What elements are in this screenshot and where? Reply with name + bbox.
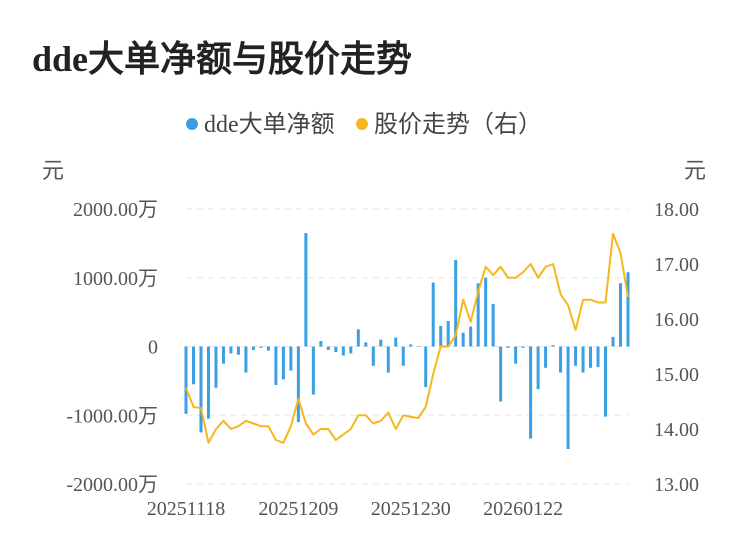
bar <box>454 259 458 347</box>
bar <box>394 337 398 347</box>
right-axis-unit: 元 <box>684 158 706 183</box>
bar <box>506 346 510 348</box>
bar <box>334 346 338 352</box>
left-tick-label: 1000.00万 <box>73 268 158 290</box>
page-title: dde大单净额与股价走势 <box>32 39 413 79</box>
bar <box>551 345 555 347</box>
bar <box>401 346 405 366</box>
left-tick-label: -1000.00万 <box>66 405 158 427</box>
bar <box>229 346 233 354</box>
bar <box>514 346 518 364</box>
left-axis-unit: 元 <box>42 158 64 183</box>
right-tick-label: 13.00 <box>654 474 699 496</box>
bar <box>304 233 308 347</box>
line-series <box>185 232 629 444</box>
bar <box>424 346 428 388</box>
bar <box>281 346 285 380</box>
left-tick-label: 2000.00万 <box>73 199 158 221</box>
bar <box>221 346 225 364</box>
bar <box>559 346 563 373</box>
legend: dde大单净额 股价走势（右） <box>186 111 542 138</box>
left-tick-label: 0 <box>148 337 158 359</box>
bar <box>439 325 443 347</box>
bar <box>619 283 623 347</box>
bar <box>574 346 578 366</box>
bar <box>566 346 570 449</box>
left-tick-label: -2000.00万 <box>66 474 158 496</box>
bar <box>461 332 465 347</box>
price-line <box>185 232 629 444</box>
bar <box>371 346 375 366</box>
bar <box>604 346 608 417</box>
bar <box>259 346 263 348</box>
bar <box>476 283 480 347</box>
legend-marker-bar <box>186 118 198 130</box>
bar <box>356 329 360 347</box>
x-tick-label: 20260122 <box>483 498 563 520</box>
bar <box>379 339 383 347</box>
right-tick-label: 17.00 <box>654 254 699 276</box>
bar <box>544 346 548 368</box>
bar <box>386 346 390 373</box>
bar <box>311 346 315 395</box>
bar <box>589 346 593 368</box>
legend-marker-line <box>356 118 368 130</box>
bar <box>251 346 255 350</box>
bar <box>409 344 413 347</box>
bar <box>446 321 450 347</box>
bar <box>491 303 495 347</box>
bar <box>289 346 293 371</box>
right-axis: 18.00 17.00 16.00 15.00 14.00 13.00 <box>654 199 699 496</box>
right-tick-label: 16.00 <box>654 309 699 331</box>
bar <box>319 341 323 347</box>
bar <box>214 346 218 388</box>
bar <box>484 277 488 347</box>
legend-label-line: 股价走势（右） <box>374 111 542 138</box>
x-axis: 20251118 20251209 20251230 20260122 <box>147 498 563 520</box>
bar <box>326 346 330 350</box>
bar <box>416 346 420 347</box>
x-tick-label: 20251118 <box>147 498 226 520</box>
bar <box>266 346 270 351</box>
bar <box>499 346 503 402</box>
bar <box>596 346 600 368</box>
bar <box>469 326 473 347</box>
bar-series <box>184 233 630 449</box>
bar <box>581 346 585 373</box>
right-tick-label: 18.00 <box>654 199 699 221</box>
legend-label-bar: dde大单净额 <box>204 111 335 138</box>
bar <box>236 346 240 355</box>
bar <box>626 272 630 347</box>
bar <box>206 346 210 419</box>
bar <box>364 342 368 347</box>
bar <box>199 346 203 433</box>
bar <box>521 346 525 348</box>
left-axis: 2000.00万 1000.00万 0 -1000.00万 -2000.00万 <box>66 199 158 496</box>
bar <box>431 282 435 347</box>
bar <box>191 346 195 385</box>
bar <box>349 346 353 354</box>
x-tick-label: 20251230 <box>371 498 451 520</box>
right-tick-label: 14.00 <box>654 419 699 441</box>
bar <box>274 346 278 385</box>
bar <box>611 336 615 347</box>
bar <box>244 346 248 373</box>
right-tick-label: 15.00 <box>654 364 699 386</box>
bar <box>529 346 533 439</box>
x-tick-label: 20251209 <box>258 498 338 520</box>
bar <box>296 346 300 423</box>
bar <box>536 346 540 390</box>
bar <box>341 346 345 356</box>
bar <box>184 346 188 414</box>
